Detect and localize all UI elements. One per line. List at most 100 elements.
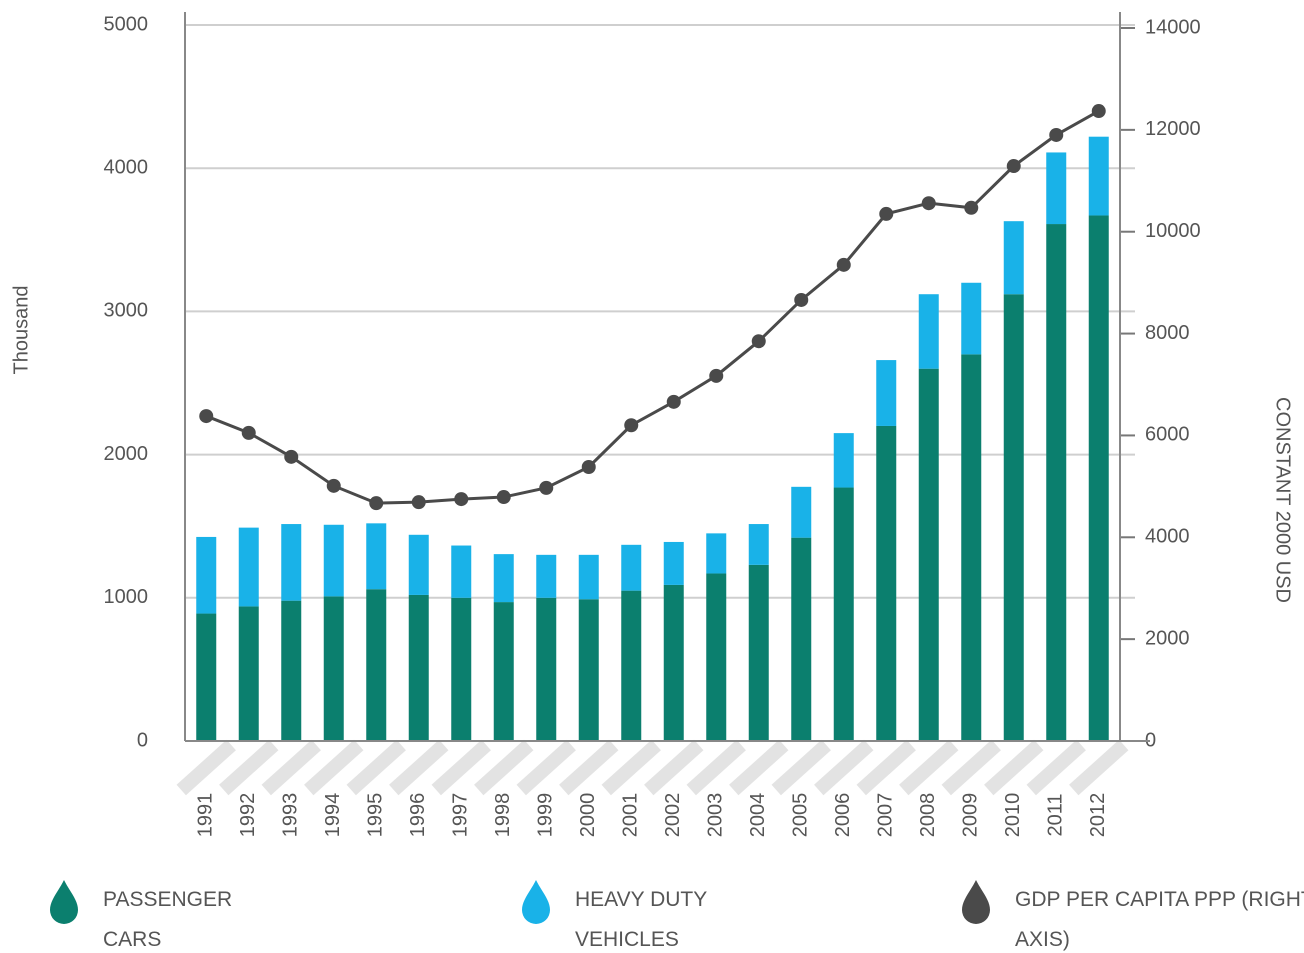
x-tick-label: 2009 xyxy=(960,793,982,838)
bar xyxy=(791,486,812,538)
bar xyxy=(706,573,727,741)
bar xyxy=(833,487,854,741)
x-tick-label: 2005 xyxy=(790,793,812,838)
bar xyxy=(536,597,557,741)
bar xyxy=(196,536,217,614)
y2-tick-label: 12000 xyxy=(1145,118,1201,140)
x-tick-label: 1991 xyxy=(195,793,217,838)
y2-tick-label: 6000 xyxy=(1145,424,1190,446)
tick-stripe xyxy=(729,739,789,796)
x-tick-label: 1998 xyxy=(492,793,514,838)
bar xyxy=(621,544,642,591)
tick-stripe xyxy=(686,739,746,796)
line-point xyxy=(581,460,596,475)
tick-stripe xyxy=(771,739,831,796)
y-tick-label: 5000 xyxy=(104,13,149,35)
tick-stripe xyxy=(261,739,321,796)
tick-stripe xyxy=(856,739,916,796)
y-tick-label: 3000 xyxy=(104,300,149,322)
bar xyxy=(493,554,514,603)
legend-label: PASSENGER CARS xyxy=(103,888,233,951)
legend-swatch xyxy=(962,880,990,924)
y2-tick-label: 4000 xyxy=(1145,526,1190,548)
legend-swatch xyxy=(50,880,78,924)
tick-stripe xyxy=(474,739,534,796)
bar xyxy=(833,433,854,488)
tick-stripe xyxy=(814,739,874,796)
bar xyxy=(366,589,387,741)
tick-stripe xyxy=(346,739,406,796)
y-axis-label: Thousand xyxy=(10,286,32,375)
bar xyxy=(238,527,259,607)
bar xyxy=(408,534,429,595)
y-tick-label: 4000 xyxy=(104,156,149,178)
x-tick-label: 1997 xyxy=(450,793,472,838)
x-tick-label: 2002 xyxy=(662,793,684,838)
tick-stripe xyxy=(389,739,449,796)
line-point xyxy=(666,394,681,409)
line-point xyxy=(836,257,851,272)
x-tick-label: 2000 xyxy=(577,793,599,838)
bar xyxy=(876,425,897,741)
x-tick-label: 2008 xyxy=(917,793,939,838)
x-tick-label: 1992 xyxy=(237,793,259,838)
line-point xyxy=(1049,127,1064,142)
bar xyxy=(706,533,727,574)
bar xyxy=(1003,294,1024,741)
y2-axis-label: CONSTANT 2000 USD xyxy=(1272,397,1294,603)
line-point xyxy=(326,478,341,493)
legend-label: HEAVY DUTY VEHICLES xyxy=(575,888,707,951)
y2-tick-label: 14000 xyxy=(1145,16,1201,38)
bar xyxy=(578,599,599,741)
bar xyxy=(536,554,557,598)
line-point xyxy=(964,200,979,215)
bar xyxy=(451,545,472,598)
line-point xyxy=(1091,104,1106,119)
bar xyxy=(1046,224,1067,742)
tick-stripe xyxy=(984,739,1044,796)
y-tick-label: 0 xyxy=(137,729,148,751)
bar xyxy=(578,554,599,600)
bar xyxy=(663,584,684,741)
y2-tick-label: 10000 xyxy=(1145,220,1201,242)
tick-stripe xyxy=(601,739,661,796)
bar xyxy=(663,541,684,585)
bar xyxy=(1088,136,1109,216)
x-tick-label: 2012 xyxy=(1087,793,1109,838)
x-tick-label: 2011 xyxy=(1045,793,1067,836)
tick-stripe xyxy=(219,739,279,796)
x-tick-label: 2004 xyxy=(747,793,769,838)
bar xyxy=(1088,215,1109,741)
tick-stripe xyxy=(1069,739,1129,796)
x-tick-label: 2006 xyxy=(832,793,854,838)
tick-stripe xyxy=(176,739,236,796)
line-point xyxy=(199,409,214,424)
tick-stripe xyxy=(516,739,576,796)
bar xyxy=(196,613,217,741)
tick-stripe xyxy=(304,739,364,796)
bar xyxy=(408,594,429,741)
bar xyxy=(621,590,642,741)
x-tick-label: 2010 xyxy=(1002,793,1024,838)
x-tick-label: 1999 xyxy=(535,793,557,838)
tick-stripe xyxy=(899,739,959,796)
bar xyxy=(791,537,812,741)
bar xyxy=(748,524,769,565)
bar xyxy=(1046,152,1067,225)
line-point xyxy=(709,368,724,383)
tick-stripe xyxy=(431,739,491,796)
bar xyxy=(366,523,387,590)
bar xyxy=(918,368,939,741)
x-tick-label: 2003 xyxy=(705,793,727,838)
bar xyxy=(238,606,259,741)
line-point xyxy=(369,496,384,511)
y-tick-label: 2000 xyxy=(104,443,149,465)
line xyxy=(205,109,1100,505)
bar xyxy=(323,596,344,741)
line-point xyxy=(411,495,426,510)
tick-stripe xyxy=(941,739,1001,796)
line-point xyxy=(539,480,554,495)
bar xyxy=(451,597,472,741)
